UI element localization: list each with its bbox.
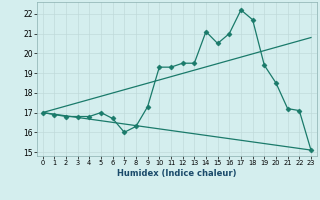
X-axis label: Humidex (Indice chaleur): Humidex (Indice chaleur) [117, 169, 236, 178]
